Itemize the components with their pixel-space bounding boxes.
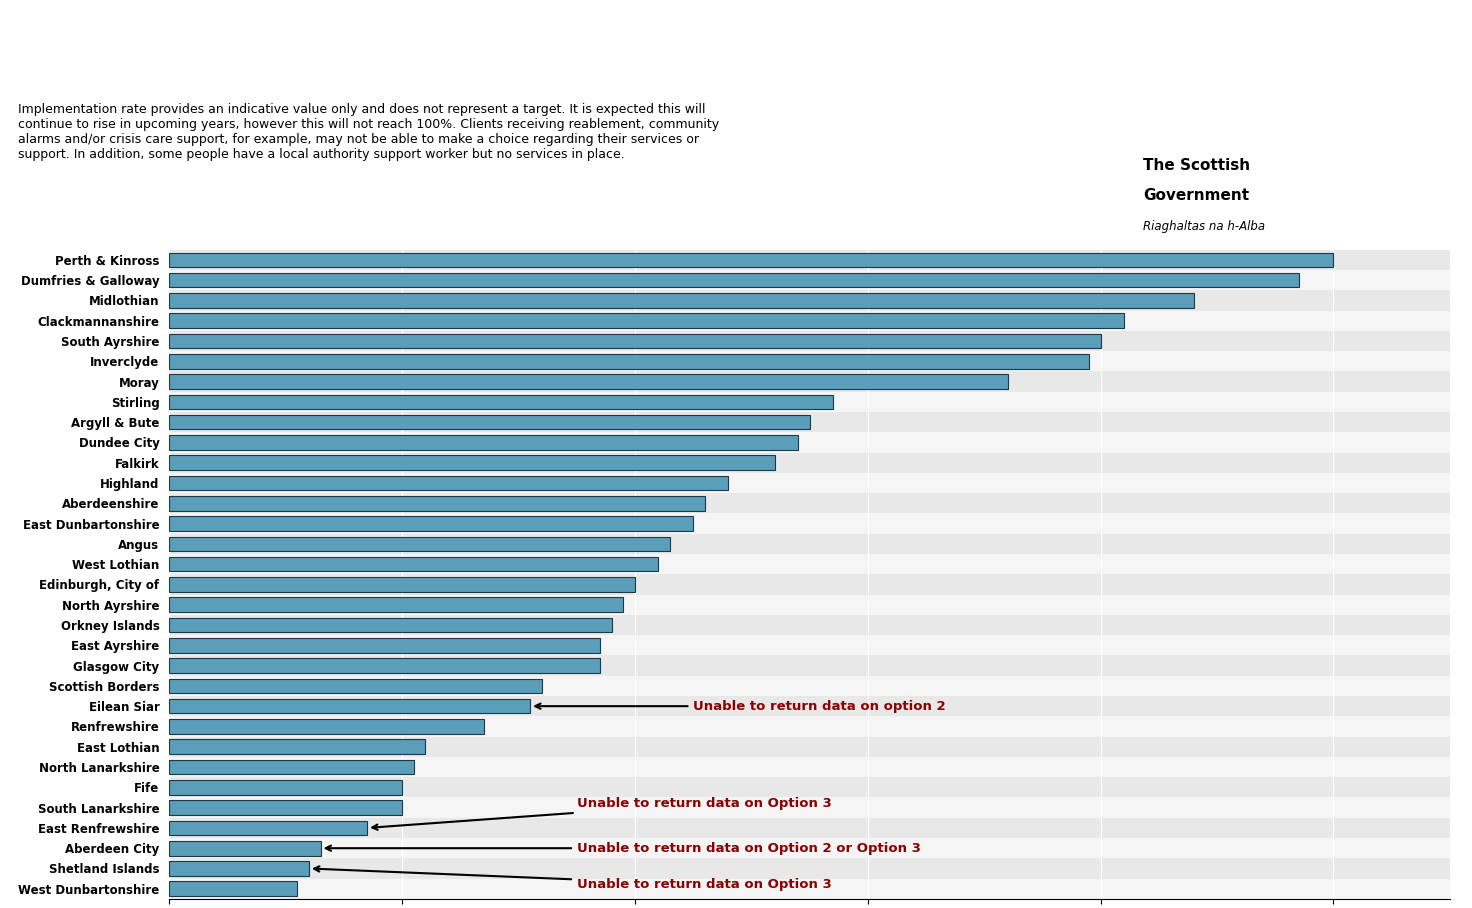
Bar [169,818,1450,838]
Bar [169,574,1450,595]
Bar [169,780,402,794]
Bar [169,395,833,410]
Bar [169,676,1450,696]
Text: Riaghaltas na h-Alba: Riaghaltas na h-Alba [1142,220,1264,233]
Bar [169,291,1450,311]
Bar [169,250,1450,270]
Bar [169,476,729,490]
Bar [169,739,425,754]
Bar [169,415,810,429]
Bar [169,537,670,551]
Bar [169,858,1450,879]
Bar [169,272,1298,288]
Bar [169,435,798,449]
Bar [169,557,658,571]
Bar [169,757,1450,777]
Bar [169,615,1450,636]
Bar [169,696,1450,716]
Bar [169,452,1450,473]
Bar [169,638,601,653]
Bar [169,879,1450,899]
Bar [169,597,623,612]
Bar [169,473,1450,493]
Bar [169,841,321,855]
Text: Unable to return data on Option 3: Unable to return data on Option 3 [372,797,832,830]
Bar [169,656,1450,676]
Bar [169,252,1334,267]
Bar [169,391,1450,412]
Bar [169,412,1450,432]
Bar [169,534,1450,554]
Bar [169,577,634,592]
Bar [169,595,1450,615]
Bar [169,313,1125,328]
Bar [169,736,1450,757]
Bar [169,800,402,814]
Bar [169,374,1007,389]
Bar [169,617,612,632]
Text: Unable to return data on option 2: Unable to return data on option 2 [536,700,946,713]
Bar [169,760,414,775]
Bar [169,821,367,835]
Bar [169,636,1450,656]
Bar [169,331,1450,351]
Bar [169,861,309,876]
Bar [169,554,1450,574]
Text: Implementation rate provides an indicative value only and does not represent a t: Implementation rate provides an indicati… [18,103,720,161]
Bar [169,658,601,673]
Bar [169,293,1194,308]
Text: The Scottish: The Scottish [1142,158,1250,173]
Text: Unable to return data on Option 2 or Option 3: Unable to return data on Option 2 or Opt… [325,842,920,854]
Text: Government: Government [1142,188,1250,203]
Bar [169,496,705,510]
Bar [169,334,1101,349]
Bar [169,882,297,896]
Bar [169,354,1089,369]
Bar [169,432,1450,452]
Bar [169,838,1450,858]
Bar [169,797,1450,818]
Bar [169,678,542,693]
Bar [169,719,484,734]
Bar [169,311,1450,331]
Bar [169,513,1450,534]
Bar [169,716,1450,736]
Bar [169,371,1450,391]
Bar [169,270,1450,291]
Bar [169,777,1450,797]
Text: Unable to return data on Option 3: Unable to return data on Option 3 [314,866,832,892]
Bar [169,351,1450,371]
Text: Self-directed Support Implementation Rates - 2015/16: Self-directed Support Implementation Rat… [19,35,999,65]
Bar [169,493,1450,513]
Bar [169,456,774,470]
Bar [169,517,693,531]
Bar [169,699,530,714]
